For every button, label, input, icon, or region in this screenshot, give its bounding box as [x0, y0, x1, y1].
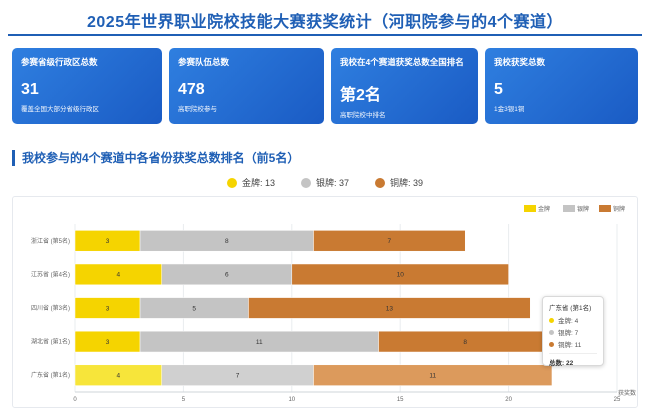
bar-segment-bronze: [248, 297, 531, 319]
y-tick-label: 广东省 (第1名): [31, 371, 70, 379]
stat-card-ranking: 我校在4个赛道获奖总数全国排名 第2名 高职院校中排名: [331, 48, 478, 124]
x-axis-title: 获奖数: [618, 389, 636, 397]
bar-value-label: 11: [429, 373, 436, 380]
stat-card-awards: 我校获奖总数 5 1金3银1铜: [485, 48, 638, 124]
bar-value-label: 11: [256, 339, 263, 346]
tooltip-row-silver: 银牌: 7: [549, 327, 597, 337]
legend-label: 银牌: 37: [315, 178, 349, 188]
legend-item-gold[interactable]: 金牌: 13: [226, 176, 275, 189]
y-tick-label: 江苏省 (第4名): [31, 270, 70, 278]
stat-card-label: 参赛省级行政区总数: [21, 57, 98, 67]
stat-card-value: 第2名: [340, 87, 381, 104]
stat-card-provinces: 参赛省级行政区总数 31 覆盖全国大部分省级行政区: [12, 48, 162, 124]
gold-dot-icon: [226, 177, 237, 188]
x-tick-label: 5: [182, 397, 186, 403]
tooltip-title: 广东省 (第1名): [549, 305, 592, 312]
y-tick-label: 湖北省 (第1名): [31, 338, 70, 346]
x-tick-label: 15: [397, 397, 404, 403]
silver-dot-icon: [549, 329, 554, 335]
bar-value-label: 7: [236, 373, 240, 380]
tooltip-row-gold: 金牌: 4: [549, 315, 597, 325]
bronze-dot-icon: [375, 177, 385, 188]
x-tick-label: 0: [73, 397, 77, 403]
chart-legend: 金牌: 13 银牌: 37 铜牌: 39: [0, 176, 650, 189]
legend-label: 铜牌: [613, 205, 625, 213]
bar-value-label: 3: [106, 238, 110, 245]
silver-dot-icon: [300, 177, 311, 188]
legend-label: 铜牌: 39: [390, 178, 424, 188]
legend-label: 金牌: [538, 205, 550, 213]
x-tick-label: 25: [614, 397, 621, 403]
bar-value-label: 6: [225, 272, 229, 279]
x-tick-label: 20: [505, 397, 512, 403]
legend-label: 银牌: [577, 205, 589, 213]
bar-value-label: 3: [106, 305, 110, 312]
stat-card-value: 5: [494, 81, 503, 98]
legend-item-bronze[interactable]: 铜牌: 39: [375, 176, 423, 189]
tooltip-row-bronze: 铜牌: 11: [549, 339, 597, 349]
chart-tooltip: 广东省 (第1名) 金牌: 4 银牌: 7 铜牌: 11 总数: 22: [542, 296, 604, 367]
stat-card-label: 参赛队伍总数: [178, 57, 230, 67]
bar-segment-bronze: [291, 263, 509, 286]
stat-card-note: 覆盖全国大部分省级行政区: [21, 106, 99, 113]
legend-swatch[interactable]: [524, 205, 536, 212]
section-title: 我校参与的4个赛道中各省份获奖总数排名（前5名）: [12, 150, 299, 166]
legend-swatch[interactable]: [563, 205, 575, 212]
tooltip-row-label: 铜牌: 11: [558, 342, 582, 349]
tooltip-row-label: 银牌: 7: [558, 330, 579, 337]
bar-value-label: 4: [117, 373, 121, 380]
bar-segment-bronze: [313, 230, 466, 252]
bar-value-label: 10: [397, 272, 405, 279]
tooltip-row-label: 金牌: 4: [558, 318, 579, 325]
stat-card-label: 我校在4个赛道获奖总数全国排名: [340, 57, 464, 67]
stat-card-note: 高职院校参与: [178, 106, 217, 113]
title-divider: [8, 34, 642, 36]
bronze-dot-icon: [549, 341, 554, 347]
bar-value-label: 5: [192, 305, 196, 312]
stat-card-value: 478: [178, 81, 205, 98]
x-tick-label: 10: [288, 397, 295, 403]
legend-item-silver[interactable]: 银牌: 37: [300, 176, 349, 189]
stat-card-value: 31: [21, 81, 39, 98]
bar-value-label: 8: [463, 339, 467, 346]
y-tick-label: 浙江省 (第5名): [31, 237, 70, 245]
stat-card-note: 1金3银1铜: [494, 106, 525, 113]
stat-card-label: 我校获奖总数: [494, 57, 546, 67]
bar-segment-bronze: [313, 364, 553, 386]
page-title: 2025年世界职业院校技能大赛获奖统计（河职院参与的4个赛道）: [87, 14, 563, 31]
legend-swatch[interactable]: [599, 205, 611, 212]
gold-dot-icon: [549, 317, 554, 323]
stat-card-teams: 参赛队伍总数 478 高职院校参与: [169, 48, 324, 124]
bar-value-label: 4: [117, 272, 121, 279]
y-tick-label: 四川省 (第3名): [31, 304, 70, 312]
stat-card-note: 高职院校中排名: [340, 112, 386, 119]
tooltip-total: 总数: 22: [549, 353, 597, 367]
bar-value-label: 13: [386, 305, 394, 312]
bar-value-label: 8: [225, 238, 229, 245]
bar-value-label: 7: [388, 238, 392, 245]
stat-cards: 参赛省级行政区总数 31 覆盖全国大部分省级行政区 参赛队伍总数 478 高职院…: [12, 48, 638, 124]
bar-value-label: 3: [106, 339, 110, 346]
legend-label: 金牌: 13: [241, 178, 275, 188]
